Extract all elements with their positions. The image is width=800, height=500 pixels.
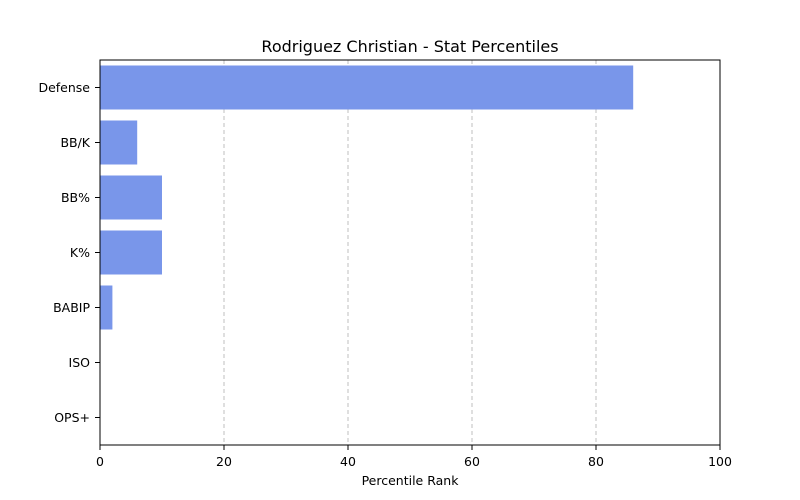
chart-title: Rodriguez Christian - Stat Percentiles — [261, 37, 558, 56]
y-tick-label-2: BB% — [61, 190, 90, 205]
x-tick-label-4: 80 — [588, 454, 604, 469]
bars — [100, 65, 634, 330]
x-tick-label-1: 20 — [216, 454, 232, 469]
y-axis-ticks: Defense BB/K BB% K% BABIP ISO OPS+ — [38, 80, 100, 425]
bar-1 — [100, 120, 138, 165]
x-tick-label-0: 0 — [96, 454, 104, 469]
x-axis-ticks: 0 20 40 60 80 100 — [96, 445, 732, 469]
y-tick-label-1: BB/K — [60, 135, 90, 150]
bar-4 — [100, 285, 113, 330]
bar-3 — [100, 230, 162, 275]
y-tick-label-3: K% — [70, 245, 90, 260]
bar-2 — [100, 175, 162, 220]
x-tick-label-5: 100 — [708, 454, 732, 469]
y-tick-label-6: OPS+ — [54, 410, 90, 425]
y-tick-label-0: Defense — [38, 80, 90, 95]
grid-lines — [223, 60, 597, 445]
plot-frame — [99, 59, 721, 446]
x-tick-label-3: 60 — [464, 454, 480, 469]
y-tick-label-4: BABIP — [53, 300, 90, 315]
x-axis-label: Percentile Rank — [362, 473, 460, 488]
x-tick-label-2: 40 — [340, 454, 356, 469]
y-tick-label-5: ISO — [69, 355, 91, 370]
bar-0 — [100, 65, 634, 110]
